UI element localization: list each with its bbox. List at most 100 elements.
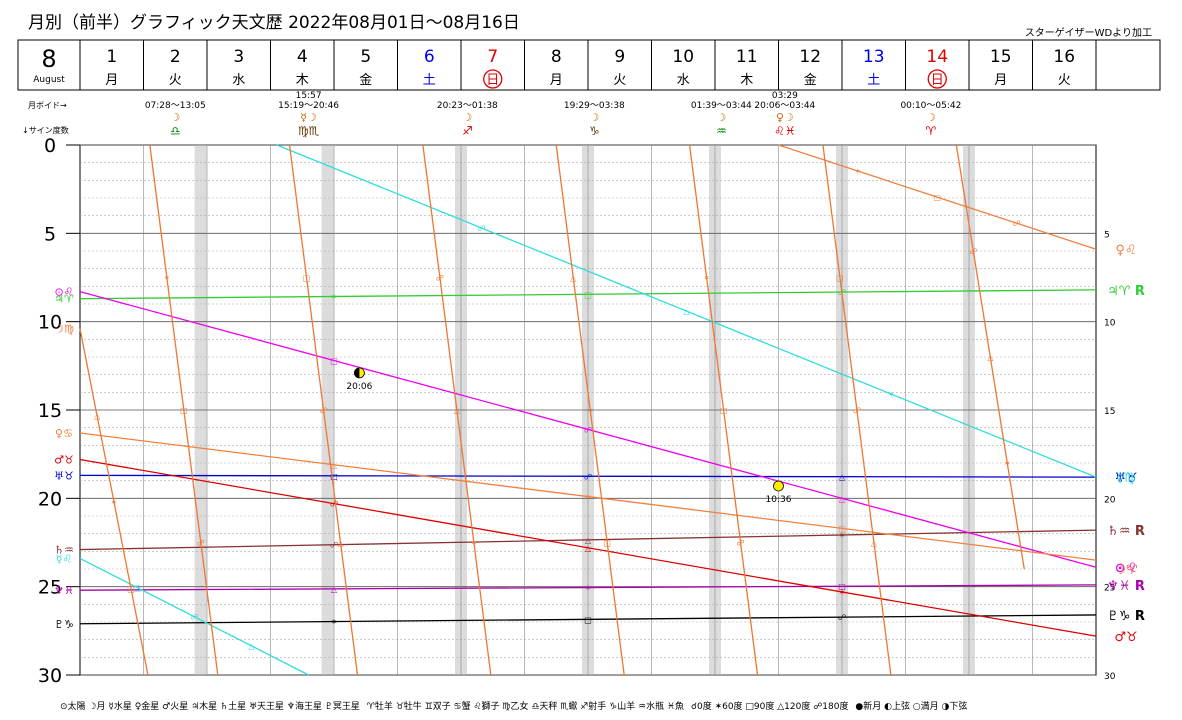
aspect-marker: □ <box>603 539 611 548</box>
aspect-marker: ✶ <box>331 618 338 627</box>
void-pre-time: 15:57 <box>296 91 322 101</box>
aspect-marker: △ <box>871 539 878 548</box>
void-glyph: ☿☽ <box>300 111 317 124</box>
legend-phases: ●新月 ◐上弦 ○満月 ◑下弦 <box>855 702 968 712</box>
weekday-label: 金 <box>804 72 817 88</box>
aspect-marker: □ <box>330 357 338 366</box>
weekday-label: 金 <box>359 72 372 88</box>
sunday-circle <box>927 69 947 89</box>
void-glyph: ☽ <box>926 111 936 124</box>
aspect-marker: □ <box>127 584 135 593</box>
day-number: 2 <box>170 47 181 67</box>
series-left-label: ☽♍ <box>54 323 74 336</box>
aspect-marker: ✶ <box>163 274 170 283</box>
aspect-marker: ☍ <box>584 472 592 481</box>
series-right-label: ♆♓ R <box>1107 579 1145 594</box>
aspect-marker: ☍ <box>584 425 592 434</box>
series-right-label: ♀♌ <box>1115 243 1136 258</box>
legend-aspects: ☌0度 ✶60度 □90度 △120度 ☍180度 <box>690 702 849 712</box>
legend-signs: ♈牡羊 ♉牡牛 ♊双子 ♋蟹 ♌獅子 ♍乙女 ♎天秤 ♏蠍 ♐射手 ♑山羊 ♒水… <box>366 702 685 712</box>
series-line <box>79 614 1097 625</box>
day-number: 13 <box>863 47 885 67</box>
series-right-label: ♂♉ <box>1114 630 1137 645</box>
aspect-marker: ☍ <box>853 406 861 415</box>
y-tick-left: 15 <box>38 400 62 422</box>
aspect-marker: ☍ <box>478 224 486 233</box>
void-glyph: ☽ <box>170 111 180 124</box>
aspect-marker: □ <box>838 582 846 591</box>
series-line <box>778 144 1097 250</box>
series-left-label: ♆♓ <box>54 584 74 597</box>
series-right-label: ☿♍ <box>1116 471 1136 486</box>
aspect-marker: △ <box>570 274 577 283</box>
page-title: 月別（前半）グラフィック天文歴 2022年08月01日〜08月16日 <box>28 13 520 33</box>
aspect-marker: △ <box>585 544 592 553</box>
series-right-label: ☽♈ <box>1114 563 1138 578</box>
void-time: 20:23〜01:38 <box>437 101 498 111</box>
void-time: 01:39〜03:44 <box>691 101 752 111</box>
weekday-label: 水 <box>677 73 690 88</box>
legend-planets: ⊙太陽 ☽月 ☿水星 ♀金星 ♂火星 ♃木星 ♄土星 ♅天王星 ♆海王星 ♇冥王… <box>60 702 360 712</box>
series-left-label: ♂♉ <box>54 453 74 466</box>
y-tick-left: 20 <box>38 488 62 510</box>
day-number: 7 <box>487 47 498 67</box>
series-left-label: ♃♈ <box>54 293 74 306</box>
series-line <box>955 144 1025 570</box>
series-right-label: ⊙♌ <box>1115 561 1138 576</box>
series-line <box>288 144 359 676</box>
aspect-marker: ☍ <box>737 539 745 548</box>
weekday-label: 日 <box>486 73 499 88</box>
void-sign: ♐ <box>462 124 473 138</box>
y-tick-left: 0 <box>44 135 56 157</box>
aspect-marker: △ <box>683 307 690 316</box>
aspect-marker: ✶ <box>471 539 478 548</box>
aspect-marker: ☍ <box>330 500 338 509</box>
aspect-marker: □ <box>838 524 846 533</box>
series-line <box>79 291 1097 568</box>
aspect-marker: ✶ <box>585 584 592 593</box>
day-number: 1 <box>106 47 117 67</box>
series-line <box>79 529 1097 551</box>
series-right-label: ♃♈ R <box>1107 284 1145 299</box>
void-sign: ♍♏ <box>298 124 320 138</box>
aspect-marker: ☍ <box>197 539 205 548</box>
weekday-label: 火 <box>1058 73 1071 88</box>
aspect-marker: ✶ <box>585 493 592 502</box>
series-left-label: ♅♉ <box>54 469 74 482</box>
weekday-label: 月 <box>550 73 563 88</box>
aspect-marker: ☍ <box>436 274 444 283</box>
aspect-marker: △ <box>331 585 338 594</box>
weekday-label: 木 <box>740 73 753 88</box>
day-number: 8 <box>551 47 562 67</box>
day-number: 6 <box>424 47 435 67</box>
series-right-label: ♄♒ R <box>1107 524 1145 539</box>
series-line <box>79 432 1097 561</box>
first-quarter-moon-shade <box>354 367 360 378</box>
day-number: 10 <box>672 47 694 67</box>
day-number: 3 <box>233 47 244 67</box>
series-left-label: ☿♌ <box>56 552 73 565</box>
series-line <box>822 144 892 676</box>
aspect-marker: ✶ <box>839 531 846 540</box>
calendar-header-frame <box>17 39 1161 91</box>
y-tick-left: 25 <box>38 577 62 599</box>
aspect-marker: ✶ <box>703 274 710 283</box>
aspect-marker: △ <box>454 406 461 415</box>
series-line <box>79 289 1097 300</box>
void-time: 00:10〜05:42 <box>900 101 961 111</box>
series-line <box>555 144 625 676</box>
sign-degree-label: ↓サイン度数 <box>22 125 69 135</box>
series-left-label: ♄♒ <box>54 544 74 557</box>
aspect-marker: ☍ <box>838 613 846 622</box>
aspect-marker: □ <box>180 406 188 415</box>
month-name: August <box>33 75 65 85</box>
aspect-marker: ✶ <box>888 390 895 399</box>
weekday-label: 土 <box>867 73 880 88</box>
day-number: 9 <box>614 47 625 67</box>
aspect-marker: ✶ <box>587 406 594 415</box>
void-sign: ♌♓ <box>774 124 796 138</box>
y-tick-right: 5 <box>1104 230 1110 240</box>
void-glyph: ☽ <box>462 111 472 124</box>
series-line <box>79 458 1097 637</box>
void-glyph: ☽ <box>716 111 726 124</box>
